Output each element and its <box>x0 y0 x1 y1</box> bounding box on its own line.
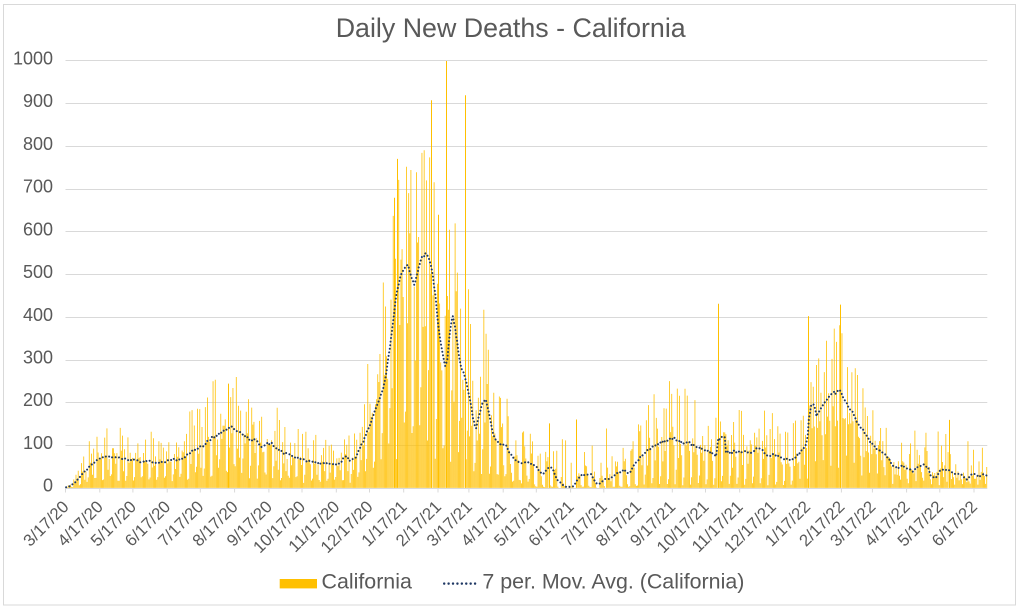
svg-text:200: 200 <box>23 390 53 410</box>
svg-text:400: 400 <box>23 305 53 325</box>
svg-text:100: 100 <box>23 433 53 453</box>
svg-text:300: 300 <box>23 348 53 368</box>
svg-text:900: 900 <box>23 91 53 111</box>
svg-text:600: 600 <box>23 219 53 239</box>
svg-text:Daily New Deaths - California: Daily New Deaths - California <box>336 13 686 43</box>
svg-text:California: California <box>322 570 412 594</box>
svg-text:1000: 1000 <box>13 48 53 68</box>
svg-text:700: 700 <box>23 177 53 197</box>
svg-text:7 per. Mov. Avg. (California): 7 per. Mov. Avg. (California) <box>482 570 744 594</box>
svg-text:500: 500 <box>23 262 53 282</box>
svg-text:0: 0 <box>43 476 53 496</box>
svg-text:800: 800 <box>23 134 53 154</box>
